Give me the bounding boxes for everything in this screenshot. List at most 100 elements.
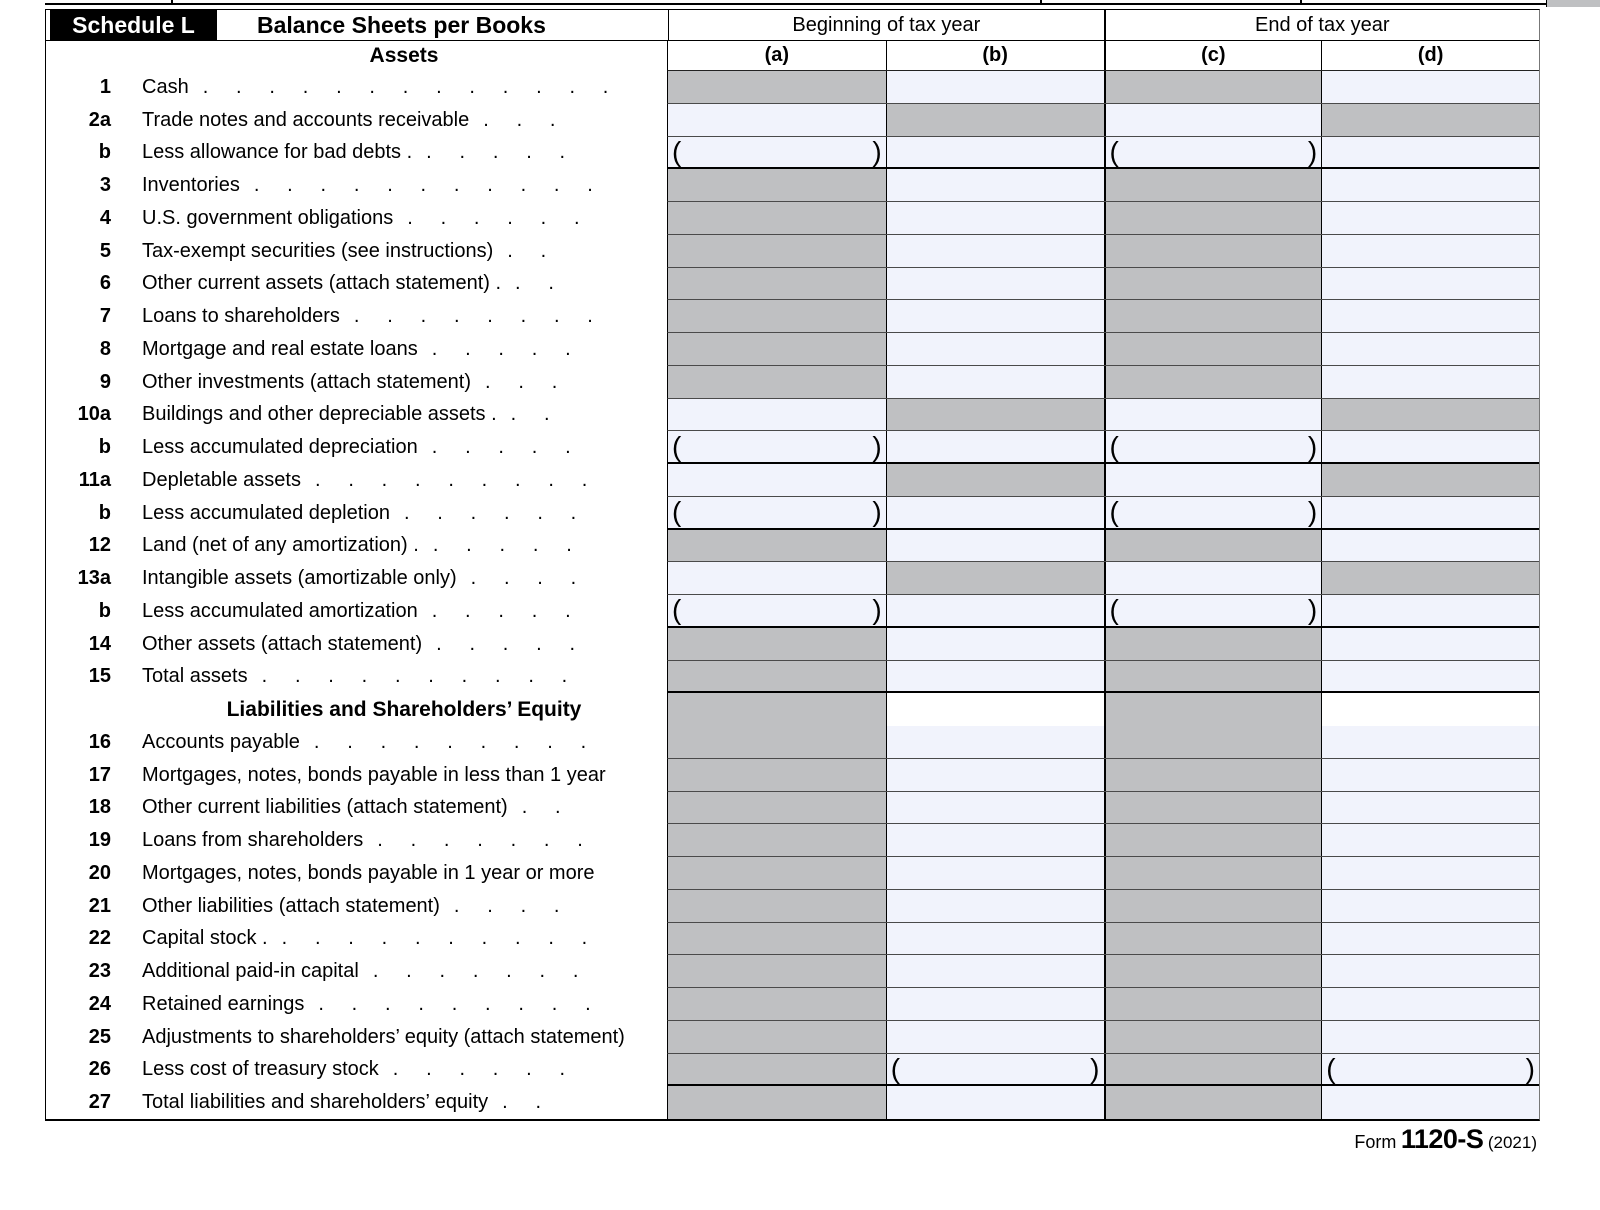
cell-26-d-input[interactable]: () <box>1321 1053 1539 1085</box>
cell-1-b-input[interactable] <box>885 71 1104 103</box>
cell-2a-b-shaded <box>885 103 1104 136</box>
row-cells-10a <box>667 398 1539 432</box>
cell-11b-a-input[interactable]: () <box>668 496 886 528</box>
cell-21-b-input[interactable] <box>885 889 1104 922</box>
line-number-22: 22 <box>88 927 111 950</box>
cell-21-d-input[interactable] <box>1321 889 1539 922</box>
cell-27-d-input[interactable] <box>1321 1086 1539 1119</box>
row-cells-18 <box>667 791 1539 825</box>
row-label-2b: b Less allowance for bad debts . . . . . . <box>46 137 667 170</box>
line-number-4: 4 <box>99 206 111 229</box>
cell-18-b-input[interactable] <box>885 791 1104 824</box>
cell-10a-c-input[interactable] <box>1103 398 1322 431</box>
cell-10b-a-input[interactable]: () <box>668 431 886 462</box>
cell-2b-b-input[interactable] <box>885 136 1104 168</box>
footer-form-word: Form <box>1354 1132 1397 1152</box>
line-label-5: Tax-exempt securities (see instructions) <box>142 239 494 262</box>
cell-10b-d-input[interactable] <box>1321 431 1539 462</box>
cell-9-d-input[interactable] <box>1321 365 1539 398</box>
cell-11a-c-input[interactable] <box>1103 464 1322 496</box>
cell-2b-c-input[interactable]: () <box>1103 136 1322 168</box>
row-cells-24 <box>667 988 1539 1021</box>
table-row-5: 5 Tax-exempt securities (see instructions… <box>46 234 1539 268</box>
cell-10b-c-input[interactable]: () <box>1103 431 1322 462</box>
row-label-3: 3 Inventories . . . . . . . . . . . <box>46 169 667 202</box>
cell-22-b-input[interactable] <box>885 922 1104 955</box>
cell-11a-a-input[interactable] <box>668 464 886 496</box>
cell-liab-header-a-shaded <box>668 693 886 726</box>
paren-open: ( <box>1109 496 1119 528</box>
line-number-1: 1 <box>99 75 111 98</box>
cell-10a-a-input[interactable] <box>668 398 886 431</box>
cell-25-b-input[interactable] <box>885 1020 1104 1053</box>
cell-3-d-input[interactable] <box>1321 169 1539 201</box>
cell-13b-d-input[interactable] <box>1321 595 1539 626</box>
cell-24-d-input[interactable] <box>1321 988 1539 1020</box>
line-label-17: Mortgages, notes, bonds payable in less … <box>142 763 606 786</box>
cell-13b-b-input[interactable] <box>885 595 1104 626</box>
cell-20-b-input[interactable] <box>885 857 1104 889</box>
cell-14-d-input[interactable] <box>1321 627 1539 660</box>
cell-1-d-input[interactable] <box>1321 71 1539 103</box>
cell-14-a-shaded <box>668 627 886 660</box>
cell-8-d-input[interactable] <box>1321 333 1539 365</box>
row-cells-8 <box>667 333 1539 366</box>
cell-27-b-input[interactable] <box>885 1086 1104 1119</box>
balance-sheet-table: Schedule L Balance Sheets per Books Begi… <box>45 9 1540 1121</box>
cell-7-b-input[interactable] <box>885 300 1104 332</box>
paren-open: ( <box>1109 594 1119 626</box>
dot-leader: . . . . . <box>431 436 571 459</box>
cell-2b-d-input[interactable] <box>1321 136 1539 168</box>
cell-26-b-input[interactable]: () <box>885 1053 1104 1085</box>
cell-13a-a-input[interactable] <box>668 562 886 594</box>
cell-24-b-input[interactable] <box>885 988 1104 1020</box>
cell-23-d-input[interactable] <box>1321 955 1539 987</box>
paren-close: ) <box>872 430 882 462</box>
cell-12-d-input[interactable] <box>1321 529 1539 562</box>
cell-liab-header-b-input <box>885 693 1104 726</box>
cell-16-d-input[interactable] <box>1321 726 1539 758</box>
table-row-27: 27 Total liabilities and shareholders’ eq… <box>46 1086 1539 1119</box>
cell-17-a-shaded <box>668 758 886 791</box>
cell-6-d-input[interactable] <box>1321 267 1539 300</box>
cell-14-b-input[interactable] <box>885 627 1104 660</box>
cell-11b-c-input[interactable]: () <box>1103 496 1322 528</box>
liabilities-section-title: Liabilities and Shareholders’ Equity <box>226 697 582 721</box>
cell-16-b-input[interactable] <box>885 726 1104 758</box>
cell-3-b-input[interactable] <box>885 169 1104 201</box>
cell-11b-b-input[interactable] <box>885 496 1104 528</box>
cell-2a-a-input[interactable] <box>668 103 886 136</box>
cell-10b-b-input[interactable] <box>885 431 1104 462</box>
row-label-17: 17 Mortgages, notes, bonds payable in les… <box>46 759 667 792</box>
line-label-24: Retained earnings <box>142 992 305 1015</box>
cell-17-d-input[interactable] <box>1321 758 1539 791</box>
cell-19-b-input[interactable] <box>885 824 1104 856</box>
cell-2a-c-input[interactable] <box>1103 103 1322 136</box>
cell-20-d-input[interactable] <box>1321 857 1539 889</box>
paren-open: ( <box>672 135 682 167</box>
cell-25-d-input[interactable] <box>1321 1020 1539 1053</box>
cell-19-d-input[interactable] <box>1321 824 1539 856</box>
line-label-16: Accounts payable <box>142 730 300 753</box>
cell-12-b-input[interactable] <box>885 529 1104 562</box>
cell-13a-c-input[interactable] <box>1103 562 1322 594</box>
cell-13b-a-input[interactable]: () <box>668 595 886 626</box>
cell-11b-d-input[interactable] <box>1321 496 1539 528</box>
cell-5-b-input[interactable] <box>885 234 1104 267</box>
cell-9-b-input[interactable] <box>885 365 1104 398</box>
cell-13b-c-input[interactable]: () <box>1103 594 1322 626</box>
cell-18-d-input[interactable] <box>1321 791 1539 824</box>
cell-10a-d-shaded <box>1321 398 1539 431</box>
cell-7-d-input[interactable] <box>1321 300 1539 332</box>
cell-8-b-input[interactable] <box>885 333 1104 365</box>
cell-6-b-input[interactable] <box>885 267 1104 300</box>
cell-22-d-input[interactable] <box>1321 922 1539 955</box>
cell-4-d-input[interactable] <box>1321 202 1539 234</box>
cell-23-b-input[interactable] <box>885 955 1104 987</box>
cell-17-b-input[interactable] <box>885 758 1104 791</box>
cell-15-b-input[interactable] <box>885 660 1104 692</box>
cell-2b-a-input[interactable]: () <box>668 135 886 168</box>
cell-4-b-input[interactable] <box>885 202 1104 234</box>
cell-5-d-input[interactable] <box>1321 234 1539 267</box>
cell-15-d-input[interactable] <box>1321 660 1539 692</box>
